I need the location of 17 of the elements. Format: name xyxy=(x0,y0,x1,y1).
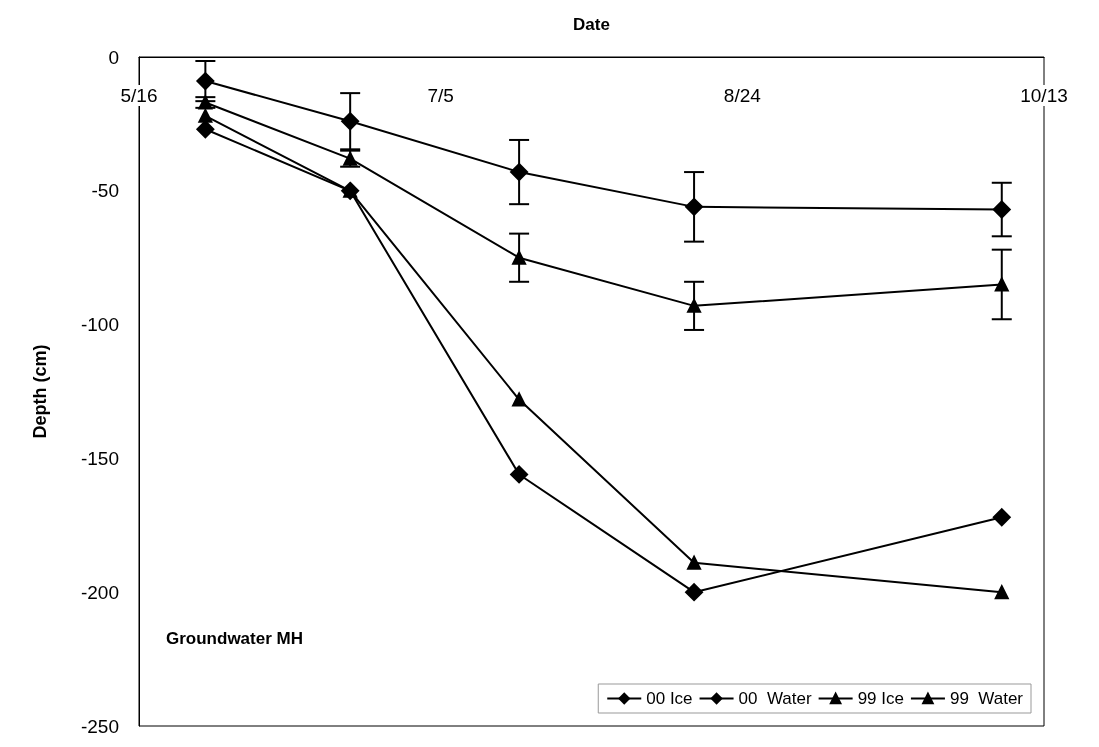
legend-label: 00 Water xyxy=(738,689,812,708)
x-tick-label: 7/5 xyxy=(427,85,454,106)
y-tick-label: -150 xyxy=(80,447,119,469)
legend-label: 00 Ice xyxy=(646,689,693,708)
legend-label: 99 Water xyxy=(949,689,1024,708)
y-tick-label: -100 xyxy=(80,314,119,336)
y-tick-label: -200 xyxy=(80,581,119,603)
x-tick-label: 10/13 xyxy=(1020,85,1068,106)
y-tick-label: 0 xyxy=(108,46,119,68)
legend-label: 99 Ice xyxy=(857,689,904,708)
x-tick-label: 8/24 xyxy=(723,85,762,106)
x-axis-title: Date xyxy=(573,15,610,34)
y-tick-label: -250 xyxy=(80,715,119,737)
x-tick-label: 5/16 xyxy=(120,85,158,106)
y-axis-title: Depth (cm) xyxy=(30,344,50,439)
annotation: Groundwater MH xyxy=(166,629,303,648)
y-tick-label: -50 xyxy=(91,180,119,202)
